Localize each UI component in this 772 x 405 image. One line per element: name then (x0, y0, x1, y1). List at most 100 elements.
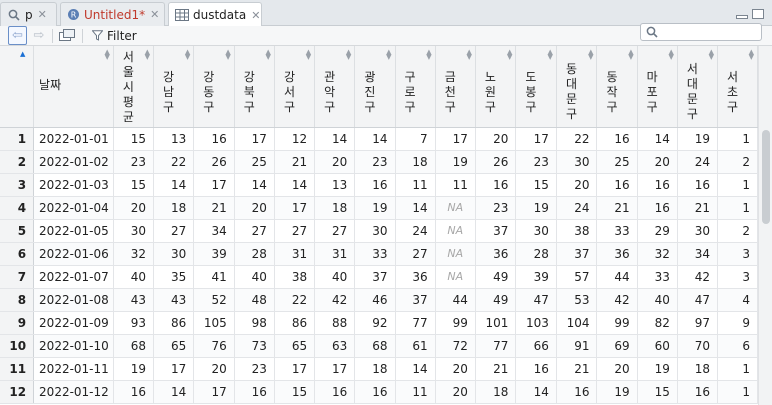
table-cell: 49 (475, 288, 517, 312)
table-cell: 20 (113, 196, 155, 220)
vertical-scrollbar[interactable] (758, 46, 772, 405)
table-cell: 23 (515, 150, 557, 174)
table-cell: 103 (515, 311, 557, 335)
table-cell: 32 (113, 242, 155, 266)
close-icon[interactable]: ✕ (37, 8, 47, 21)
forward-arrow-icon: ⇨ (33, 27, 45, 43)
search-box[interactable] (640, 23, 762, 41)
column-header[interactable]: 노원구 ▲ ▼ (475, 46, 517, 128)
table-cell: 57 (556, 265, 598, 289)
date-cell: 2022-01-11 (33, 357, 114, 381)
column-header[interactable]: 도봉구 ▲ ▼ (515, 46, 557, 128)
table-cell: 86 (274, 311, 316, 335)
table-row: 7 2022-01-07 40 35 41 40 38 40 37 36 NA 49 39 57 44 33 4… (0, 265, 758, 289)
row-number: 3 (0, 173, 35, 197)
sort-icon: ▲ ▼ (225, 48, 231, 61)
table-cell: 16 (193, 127, 235, 151)
table-row: 12 2022-01-12 16 14 17 16 15 16 16 11 20 18 14 16 19 15… (0, 380, 758, 404)
table-row: 11 2022-01-11 19 17 20 23 17 17 18 14 20 21 16 21 20 19… (0, 357, 758, 381)
table-cell: 30 (677, 219, 719, 243)
column-header[interactable]: 강남구 ▲ ▼ (153, 46, 195, 128)
table-cell: 66 (515, 334, 557, 358)
tab-untitled1[interactable]: R Untitled1* ✕ (60, 2, 165, 26)
table-cell: 22 (556, 127, 598, 151)
tab-dustdata[interactable]: dustdata ✕ (168, 2, 262, 27)
table-cell: 14 (395, 196, 436, 220)
close-icon[interactable]: ✕ (150, 8, 160, 21)
table-cell: 46 (354, 288, 396, 312)
table-cell: 17 (234, 127, 275, 151)
column-header-label: 광진구 (364, 70, 376, 114)
table-cell: 3 (717, 242, 758, 266)
table-cell: 16 (677, 173, 719, 197)
forward-button[interactable]: ⇨ (30, 26, 48, 44)
column-header-label: 서초구 (727, 70, 739, 114)
sort-ascending-icon: ▲ (20, 50, 26, 58)
row-number-header[interactable]: ▲ (0, 46, 35, 128)
table-cell: 22 (153, 150, 195, 174)
date-cell: 2022-01-05 (33, 219, 114, 243)
table-cell: 20 (435, 357, 476, 381)
table-cell: 27 (395, 242, 436, 266)
table-cell: 34 (193, 219, 235, 243)
table-cell: 2 (717, 219, 758, 243)
minimize-icon[interactable] (736, 15, 748, 19)
table-row: 8 2022-01-08 43 43 52 48 22 42 46 37 44 49 47 53 42 40 4… (0, 288, 758, 312)
table-cell: 20 (596, 357, 638, 381)
tab-label: dustdata (193, 8, 247, 22)
scrollbar-thumb[interactable] (762, 130, 770, 224)
column-header[interactable]: 금천구 ▲ ▼ (435, 46, 476, 128)
maximize-icon[interactable] (752, 9, 764, 19)
table-cell: 19 (435, 150, 476, 174)
table-cell: 23 (113, 150, 155, 174)
column-header[interactable]: 마포구 ▲ ▼ (637, 46, 678, 128)
table-cell: 33 (596, 219, 638, 243)
tab-p[interactable]: p ✕ (0, 2, 57, 26)
column-header-label: 동작구 (606, 70, 618, 114)
table-cell: 97 (677, 311, 719, 335)
column-header[interactable]: 동작구 ▲ ▼ (596, 46, 638, 128)
table-cell: NA (435, 196, 476, 220)
table-cell: 49 (475, 265, 517, 289)
column-header[interactable]: 서대문구 ▲ ▼ (677, 46, 719, 128)
column-header[interactable]: 서울시평균 ▲ ▼ (113, 46, 155, 128)
date-cell: 2022-01-07 (33, 265, 114, 289)
show-in-new-window-button[interactable] (58, 26, 76, 44)
column-header[interactable]: 강서구 ▲ ▼ (274, 46, 316, 128)
table-row: 9 2022-01-09 93 86 105 98 86 88 92 77 99 101 103 104 9… (0, 311, 758, 335)
column-header[interactable]: 서초구 ▲ ▼ (717, 46, 758, 128)
back-button[interactable]: ⇦ (8, 26, 27, 45)
table-cell: 20 (314, 150, 356, 174)
table-cell: 77 (395, 311, 436, 335)
table-cell: 28 (515, 242, 557, 266)
column-header[interactable]: 강북구 ▲ ▼ (234, 46, 275, 128)
column-header[interactable]: 구로구 ▲ ▼ (395, 46, 436, 128)
sort-icon: ▲ ▼ (426, 48, 432, 61)
search-input[interactable] (661, 25, 757, 39)
table-cell: 69 (596, 334, 638, 358)
sort-icon: ▲ ▼ (708, 48, 715, 61)
table-cell: 17 (274, 357, 316, 381)
column-header[interactable]: 광진구 ▲ ▼ (354, 46, 396, 128)
table-cell: 42 (677, 265, 719, 289)
table-cell: 23 (475, 196, 517, 220)
table-cell: 1 (717, 380, 758, 404)
row-number: 1 (0, 127, 35, 151)
table-cell: 30 (153, 242, 195, 266)
table-cell: 93 (113, 311, 155, 335)
table-cell: 14 (314, 127, 356, 151)
filter-button[interactable]: Filter (92, 26, 137, 45)
table-cell: 17 (515, 127, 557, 151)
column-header[interactable]: 관악구 ▲ ▼ (314, 46, 356, 128)
tab-label: p (25, 7, 33, 22)
table-cell: 25 (234, 150, 275, 174)
table-cell: 24 (677, 150, 719, 174)
close-icon[interactable]: ✕ (251, 8, 261, 22)
table-cell: 20 (475, 127, 517, 151)
sort-icon: ▲ ▼ (144, 48, 151, 61)
table-cell: 14 (637, 127, 678, 151)
table-cell: 20 (435, 380, 476, 404)
column-header-date[interactable]: 날짜 ▲ ▼ (33, 46, 114, 128)
column-header[interactable]: 강동구 ▲ ▼ (193, 46, 235, 128)
column-header[interactable]: 동대문구 ▲ ▼ (556, 46, 598, 128)
